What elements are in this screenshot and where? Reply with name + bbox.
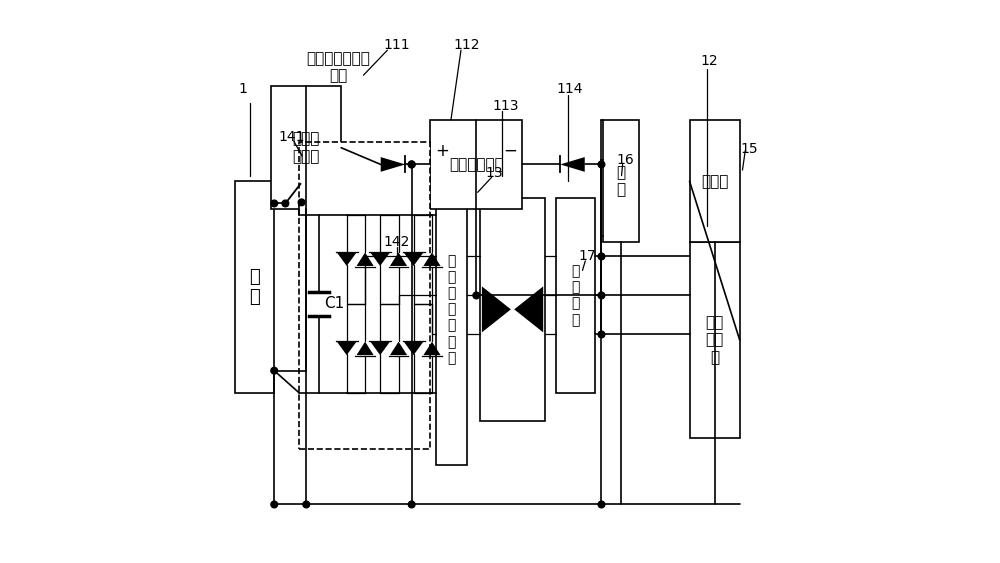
- Text: 16: 16: [617, 153, 634, 167]
- Circle shape: [408, 161, 415, 168]
- Polygon shape: [357, 252, 374, 266]
- Circle shape: [598, 161, 605, 168]
- Circle shape: [408, 501, 415, 508]
- Text: 辅助逆变器功率
单元: 辅助逆变器功率 单元: [306, 51, 370, 83]
- Bar: [690, 120, 740, 243]
- Text: 15: 15: [741, 142, 759, 156]
- Circle shape: [271, 367, 278, 374]
- Circle shape: [598, 253, 605, 260]
- Polygon shape: [370, 342, 390, 355]
- Text: 1: 1: [238, 82, 247, 96]
- Circle shape: [271, 200, 278, 207]
- Circle shape: [598, 292, 605, 299]
- Text: 111: 111: [384, 38, 410, 52]
- Circle shape: [473, 292, 480, 299]
- Text: C1: C1: [324, 296, 345, 311]
- Circle shape: [298, 199, 305, 205]
- Polygon shape: [404, 252, 423, 266]
- Text: 紧急电
源单元: 紧急电 源单元: [293, 132, 320, 164]
- Polygon shape: [381, 157, 405, 172]
- Bar: [690, 243, 740, 437]
- Circle shape: [408, 161, 415, 168]
- Text: 17: 17: [578, 249, 596, 263]
- Text: 蓄电池: 蓄电池: [701, 173, 728, 189]
- Bar: [299, 142, 430, 449]
- Polygon shape: [370, 252, 390, 266]
- Circle shape: [303, 501, 310, 508]
- Polygon shape: [514, 287, 543, 332]
- Text: 交
流
滤
波
器
单
元: 交 流 滤 波 器 单 元: [447, 254, 455, 365]
- Circle shape: [598, 501, 605, 508]
- Text: +: +: [436, 141, 450, 159]
- Polygon shape: [423, 252, 441, 266]
- Polygon shape: [390, 252, 407, 266]
- Polygon shape: [337, 342, 357, 355]
- Bar: [430, 120, 522, 209]
- Polygon shape: [357, 342, 374, 355]
- Polygon shape: [482, 287, 511, 332]
- Text: 13: 13: [486, 166, 503, 180]
- Bar: [436, 153, 467, 466]
- Text: 113: 113: [492, 99, 519, 113]
- Text: 114: 114: [556, 82, 583, 96]
- Text: 负
载: 负 载: [617, 165, 626, 198]
- Text: −: −: [503, 141, 517, 159]
- Text: 12: 12: [701, 54, 718, 68]
- Polygon shape: [337, 252, 357, 266]
- Text: 电
网: 电 网: [249, 267, 260, 306]
- Bar: [480, 198, 545, 421]
- Text: 充电
机模
块: 充电 机模 块: [705, 315, 724, 365]
- Text: 142: 142: [384, 235, 410, 249]
- Polygon shape: [404, 342, 423, 355]
- Bar: [235, 181, 274, 393]
- Polygon shape: [390, 342, 407, 355]
- Text: 141: 141: [278, 129, 305, 144]
- Bar: [556, 198, 595, 393]
- Polygon shape: [423, 342, 441, 355]
- Text: 控制电源模块: 控制电源模块: [449, 157, 504, 172]
- Text: 112: 112: [453, 38, 480, 52]
- Circle shape: [271, 501, 278, 508]
- Polygon shape: [560, 157, 585, 172]
- Bar: [271, 86, 341, 209]
- Circle shape: [598, 331, 605, 338]
- Circle shape: [282, 200, 289, 207]
- Text: 开
关
单
元: 开 关 单 元: [571, 264, 579, 327]
- Bar: [603, 120, 639, 243]
